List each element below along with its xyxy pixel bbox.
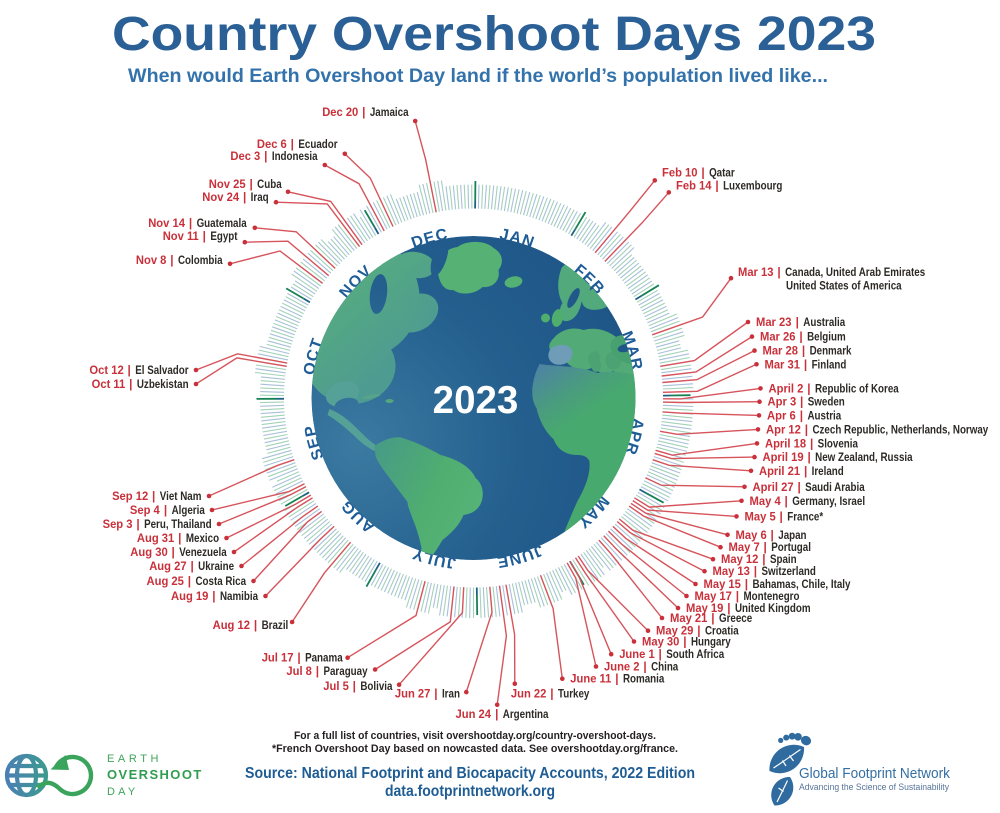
svg-text:Global Footprint Network: Global Footprint Network <box>799 765 950 782</box>
svg-text:Aug 31 | Mexico: Aug 31 | Mexico <box>137 531 219 545</box>
svg-text:Aug 27 | Ukraine: Aug 27 | Ukraine <box>149 559 234 573</box>
svg-text:May 4 | Germany, Israel: May 4 | Germany, Israel <box>750 494 866 508</box>
svg-text:Source: National Footprint and: Source: National Footprint and Biocapaci… <box>245 765 695 782</box>
svg-text:Advancing the Science of Susta: Advancing the Science of Sustainability <box>799 782 949 792</box>
svg-text:Aug 12 | Brazil: Aug 12 | Brazil <box>213 618 289 632</box>
svg-text:Nov 14 | Guatemala: Nov 14 | Guatemala <box>148 216 247 230</box>
svg-text:Aug 19 | Namibia: Aug 19 | Namibia <box>171 589 258 603</box>
svg-text:Dec 6 | Ecuador: Dec 6 | Ecuador <box>257 137 338 151</box>
svg-text:Jun 27 | Iran: Jun 27 | Iran <box>395 687 460 701</box>
svg-text:Apr 3 | Sweden: Apr 3 | Sweden <box>768 395 845 409</box>
svg-text:OVERSHOOT: OVERSHOOT <box>107 767 203 782</box>
svg-text:EARTH: EARTH <box>107 753 162 765</box>
svg-text:Jul 17 | Panama: Jul 17 | Panama <box>262 651 343 665</box>
svg-text:May 5 | France*: May 5 | France* <box>745 509 824 523</box>
svg-text:DAY: DAY <box>107 786 138 798</box>
svg-text:Nov 25 | Cuba: Nov 25 | Cuba <box>209 177 282 191</box>
svg-text:Nov 8 | Colombia: Nov 8 | Colombia <box>136 253 223 267</box>
svg-text:Oct 11 | Uzbekistan: Oct 11 | Uzbekistan <box>92 377 189 391</box>
svg-text:Feb 10 | Qatar: Feb 10 | Qatar <box>662 166 735 180</box>
svg-text:Feb 14 | Luxembourg: Feb 14 | Luxembourg <box>676 179 782 193</box>
svg-text:April 21 | Ireland: April 21 | Ireland <box>759 464 844 478</box>
svg-text:Dec 20 | Jamaica: Dec 20 | Jamaica <box>322 105 409 119</box>
svg-text:Aug 30 | Venezuela: Aug 30 | Venezuela <box>130 545 227 559</box>
svg-text:Apr 6 | Austria: Apr 6 | Austria <box>767 408 842 422</box>
svg-text:Jun 22 | Turkey: Jun 22 | Turkey <box>511 687 590 701</box>
svg-text:Jul 5 | Bolivia: Jul 5 | Bolivia <box>323 679 393 693</box>
svg-text:Sep 12 | Viet Nam: Sep 12 | Viet Nam <box>112 489 201 503</box>
svg-text:Jul 8 | Paraguay: Jul 8 | Paraguay <box>286 664 368 678</box>
svg-text:Sep 4 | Algeria: Sep 4 | Algeria <box>130 503 205 517</box>
svg-text:When would Earth Overshoot Day: When would Earth Overshoot Day land if t… <box>128 65 828 87</box>
svg-text:Mar 13 | Canada, United Arab E: Mar 13 | Canada, United Arab Emirates <box>738 265 926 279</box>
svg-text:Apr 12 | Czech Republic, Nethe: Apr 12 | Czech Republic, Netherlands, No… <box>766 422 989 436</box>
svg-text:Jun 24 | Argentina: Jun 24 | Argentina <box>456 707 549 721</box>
svg-text:Mar 28 | Denmark: Mar 28 | Denmark <box>763 344 852 358</box>
svg-text:For a full list of countries,: For a full list of countries, visit over… <box>294 730 656 742</box>
svg-text:Nov 11 | Egypt: Nov 11 | Egypt <box>163 229 238 243</box>
svg-text:Aug 25 | Costa Rica: Aug 25 | Costa Rica <box>147 574 247 588</box>
svg-text:April 27 | Saudi Arabia: April 27 | Saudi Arabia <box>753 480 866 494</box>
svg-text:*French Overshoot Day based on: *French Overshoot Day based on nowcasted… <box>272 743 678 755</box>
svg-text:2023: 2023 <box>433 379 519 422</box>
svg-text:data.footprintnetwork.org: data.footprintnetwork.org <box>385 783 555 800</box>
svg-text:June 11 | Romania: June 11 | Romania <box>570 672 664 686</box>
svg-text:Mar 31 | Finland: Mar 31 | Finland <box>765 357 847 371</box>
svg-text:Mar 23 | Australia: Mar 23 | Australia <box>756 315 846 329</box>
svg-text:Dec 3 | Indonesia: Dec 3 | Indonesia <box>230 149 318 163</box>
svg-text:Nov 24 | Iraq: Nov 24 | Iraq <box>202 190 268 204</box>
svg-text:April 19 | New Zealand, Russia: April 19 | New Zealand, Russia <box>763 450 913 464</box>
svg-text:Mar 26 | Belgium: Mar 26 | Belgium <box>760 330 846 344</box>
svg-text:Country Overshoot Days 2023: Country Overshoot Days 2023 <box>112 8 876 61</box>
svg-text:United States of America: United States of America <box>786 279 902 293</box>
svg-text:April 2 | Republic of Korea: April 2 | Republic of Korea <box>769 381 900 395</box>
svg-text:Oct 12 | El Salvador: Oct 12 | El Salvador <box>89 363 188 377</box>
svg-text:April 18 | Slovenia: April 18 | Slovenia <box>765 436 858 450</box>
svg-text:Sep 3 | Peru, Thailand: Sep 3 | Peru, Thailand <box>103 517 212 531</box>
